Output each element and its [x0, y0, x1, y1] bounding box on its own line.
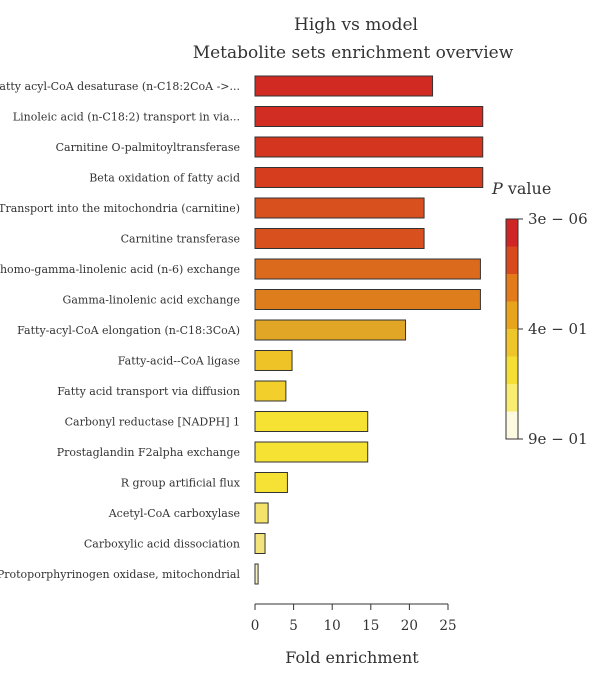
legend-segment-3: [506, 274, 518, 302]
legend-segment-7: [506, 384, 518, 412]
legend-title-p: P: [491, 179, 503, 198]
bar-15: [254, 502, 269, 524]
x-tick-label-20: 20: [401, 618, 418, 634]
category-label-14: R group artificial flux: [121, 477, 241, 490]
category-labels: Fatty acyl-CoA desaturase (n-C18:2CoA ->…: [0, 80, 241, 581]
legend-segment-1: [506, 219, 518, 247]
bars-group: [254, 75, 484, 585]
legend-segment-6: [506, 356, 518, 385]
bar-7: [254, 258, 481, 280]
legend-color-scale: [505, 218, 519, 440]
legend-title: P value: [491, 179, 551, 198]
bar-10: [254, 350, 293, 371]
category-label-8: Gamma-linolenic acid exchange: [63, 294, 240, 307]
legend-ticks: 3e − 06 4e − 01 9e − 01: [518, 210, 588, 448]
bar-2: [254, 106, 484, 127]
bar-6: [254, 228, 425, 249]
legend-segment-8: [506, 411, 518, 440]
category-label-4: Beta oxidation of fatty acid: [89, 172, 240, 185]
legend-segment-5: [506, 329, 518, 357]
chart-title-line-1: High vs model: [294, 15, 418, 35]
bar-12: [254, 411, 369, 432]
category-label-12: Carbonyl reductase [NADPH] 1: [65, 416, 240, 429]
chart-title-line-2: Metabolite sets enrichment overview: [193, 43, 514, 63]
category-label-15: Acetyl-CoA carboxylase: [108, 507, 240, 520]
legend-title-rest: value: [503, 179, 552, 198]
x-tick-label-25: 25: [439, 618, 456, 634]
x-tick-label-0: 0: [251, 618, 260, 634]
bar-14: [254, 472, 288, 493]
x-tick-label-15: 15: [362, 618, 379, 634]
bar-9: [254, 319, 407, 341]
legend-tick-label-2: 4e − 01: [528, 320, 588, 338]
bar-17: [254, 563, 259, 585]
x-tick-label-10: 10: [324, 618, 341, 634]
bar-1: [254, 75, 434, 97]
category-label-2: Linoleic acid (n-C18:2) transport in via…: [13, 111, 240, 124]
category-label-11: Fatty acid transport via diffusion: [57, 385, 240, 398]
category-label-16: Carboxylic acid dissociation: [84, 538, 240, 551]
bar-13: [254, 441, 369, 463]
legend-tick-label-1: 3e − 06: [528, 210, 588, 228]
pvalue-legend: P value 3e − 06 4e − 01 9e − 01: [491, 179, 588, 448]
bar-3: [254, 136, 484, 158]
x-axis-title: Fold enrichment: [285, 648, 419, 667]
category-label-6: Carnitine transferase: [121, 233, 240, 246]
category-label-5: Transport into the mitochondria (carniti…: [0, 202, 240, 215]
x-tick-label-5: 5: [289, 618, 298, 634]
category-label-9: Fatty-acyl-CoA elongation (n-C18:3CoA): [17, 324, 240, 337]
category-label-7: Dihomo-gamma-linolenic acid (n-6) exchan…: [0, 263, 240, 276]
bar-16: [254, 533, 266, 554]
bar-8: [254, 289, 481, 310]
category-label-1: Fatty acyl-CoA desaturase (n-C18:2CoA ->…: [0, 80, 240, 93]
legend-segment-2: [506, 246, 518, 275]
bar-5: [254, 197, 425, 219]
category-label-3: Carnitine O-palmitoyltransferase: [56, 141, 240, 154]
legend-segment-4: [506, 301, 518, 330]
bar-4: [254, 167, 484, 188]
x-axis: 0 5 10 15 20 25: [251, 603, 457, 634]
category-label-13: Prostaglandin F2alpha exchange: [57, 446, 240, 459]
bar-11: [254, 380, 287, 402]
category-label-10: Fatty-acid--CoA ligase: [118, 355, 240, 368]
legend-tick-label-3: 9e − 01: [528, 430, 588, 448]
category-label-17: Protoporphyrinogen oxidase, mitochondria…: [0, 568, 240, 581]
